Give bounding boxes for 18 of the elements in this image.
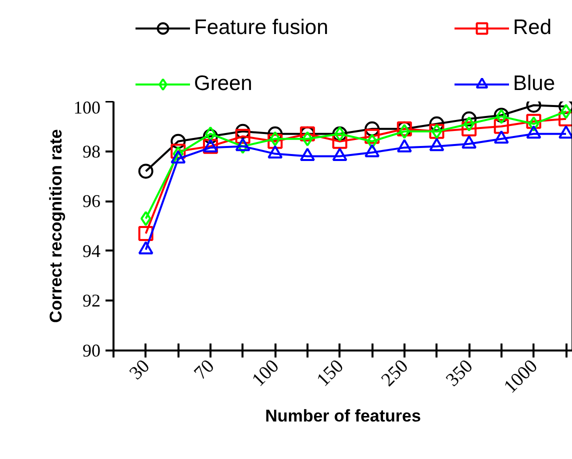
y-tick-label: 96	[82, 191, 100, 212]
x-tick-label: 70	[190, 356, 219, 384]
x-axis-title: Number of features	[265, 406, 421, 426]
x-tick-label: 100	[248, 356, 284, 391]
y-tick-label: 94	[82, 240, 100, 261]
legend-label: Blue	[513, 72, 556, 96]
legend-label: Feature fusion	[194, 16, 330, 40]
y-tick-label: 100	[74, 98, 100, 118]
y-tick-label: 98	[82, 141, 100, 162]
x-tick-label: 250	[378, 356, 413, 391]
x-tick-label: 150	[312, 356, 348, 391]
x-tick-label: 350	[442, 356, 478, 391]
y-tick-label: 90	[82, 340, 100, 360]
y-axis-title: Correct recognition rate	[46, 129, 66, 323]
legend-label: Green	[194, 72, 254, 96]
legend-label: Red	[513, 16, 553, 40]
y-tick-label: 92	[82, 290, 100, 311]
x-tick-label: 30	[126, 356, 154, 384]
